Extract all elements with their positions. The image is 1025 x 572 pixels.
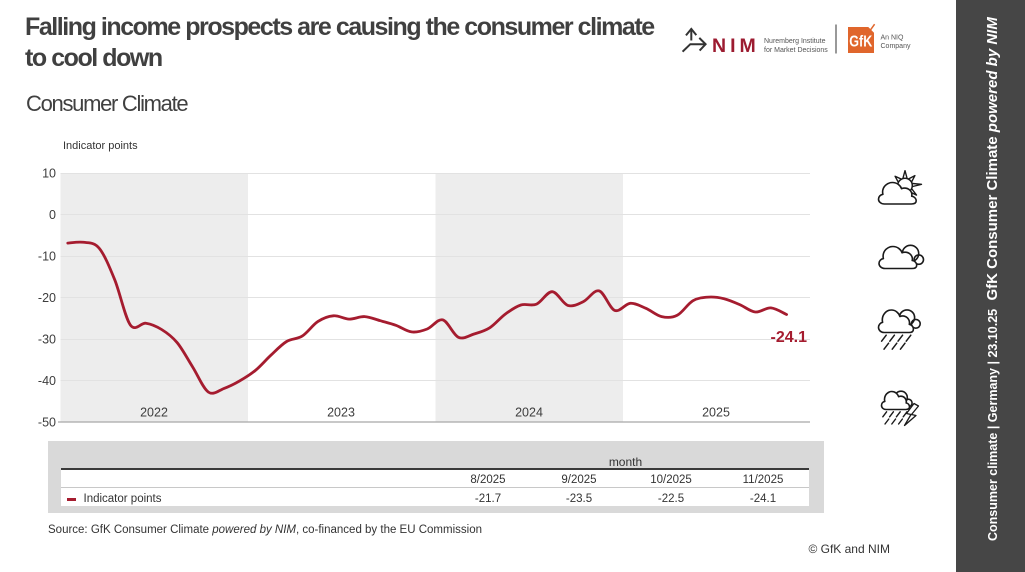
- svg-text:-24.1: -24.1: [771, 329, 808, 346]
- svg-text:for Market Decisions: for Market Decisions: [764, 47, 828, 54]
- svg-text:0: 0: [49, 208, 56, 222]
- svg-text:Indicator points: Indicator points: [63, 140, 138, 152]
- svg-text:2024: 2024: [515, 406, 543, 420]
- svg-text:Nuremberg Institute: Nuremberg Institute: [764, 38, 826, 45]
- svg-text:GfK: GfK: [849, 33, 873, 50]
- svg-text:-10: -10: [38, 250, 56, 264]
- svg-text:-30: -30: [38, 333, 56, 347]
- svg-text:An NIQ: An NIQ: [881, 35, 905, 42]
- svg-text:-40: -40: [38, 374, 56, 388]
- svg-text:-50: -50: [38, 416, 56, 430]
- svg-text:Company: Company: [881, 43, 911, 50]
- svg-text:10: 10: [42, 167, 56, 181]
- svg-text:2023: 2023: [327, 406, 355, 420]
- svg-text:2022: 2022: [140, 406, 168, 420]
- svg-text:-20: -20: [38, 291, 56, 305]
- svg-text:2025: 2025: [702, 406, 730, 420]
- svg-text:NIM: NIM: [712, 35, 760, 57]
